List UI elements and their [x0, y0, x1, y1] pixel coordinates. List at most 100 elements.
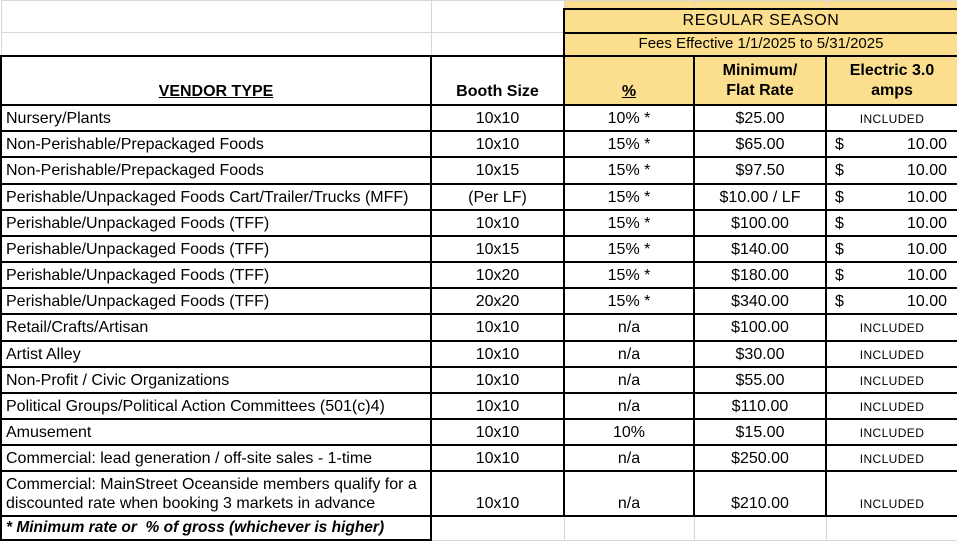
rate-cell: $140.00	[693, 234, 827, 264]
electric-cell: INCLUDED	[825, 418, 957, 447]
vendor-cell: Commercial: lead generation / off-site s…	[0, 444, 432, 473]
booth-size-header: Booth Size	[430, 54, 565, 107]
electric-cell: $10.00	[825, 287, 957, 316]
electric-cell: INCLUDED	[825, 444, 957, 473]
electric-cell: $10.00	[825, 261, 957, 290]
accounting-value: $10.00	[828, 266, 956, 285]
empty-cell	[826, 515, 957, 541]
vendor-type-header: VENDOR TYPE	[0, 54, 432, 107]
table-row: Nursery/Plants 10x10 10% * $25.00 INCLUDED	[0, 104, 957, 133]
table-row: Non-Perishable/Prepackaged Foods 10x15 15%…	[0, 156, 957, 185]
percent-cell: n/a	[563, 365, 695, 394]
footnote: * Minimum rate or % of gross (whichever …	[0, 515, 432, 541]
table-row: Amusement 10x10 10% $15.00 INCLUDED	[0, 418, 957, 447]
booth-size-header-label: Booth Size	[456, 82, 539, 100]
rate-cell: $15.00	[693, 418, 827, 447]
electric-cell: INCLUDED	[825, 365, 957, 394]
rate-cell: $110.00	[693, 391, 827, 421]
booth-size-cell: 10x10	[430, 418, 565, 447]
footnote-row: * Minimum rate or % of gross (whichever …	[0, 515, 957, 541]
vendor-cell: Perishable/Unpackaged Foods Cart/Trailer…	[0, 182, 432, 211]
electric-amount: 10.00	[906, 240, 947, 258]
percent-cell: n/a	[563, 339, 695, 368]
vendor-cell: Political Groups/Political Action Commit…	[0, 391, 432, 421]
percent-cell: n/a	[563, 391, 695, 421]
percent-cell: 10% *	[563, 104, 695, 133]
accounting-value: $10.00	[828, 188, 956, 207]
rate-cell: $100.00	[693, 313, 827, 342]
table-row: Perishable/Unpackaged Foods (TFF) 10x10 15…	[0, 208, 957, 237]
empty-cell	[430, 32, 565, 57]
currency-symbol: $	[835, 267, 844, 285]
vendor-cell: Perishable/Unpackaged Foods (TFF)	[0, 261, 432, 290]
electric-included-label: INCLUDED	[859, 347, 925, 362]
rate-cell: $25.00	[693, 104, 827, 133]
electric-included-label: INCLUDED	[859, 426, 925, 441]
empty-cell	[431, 515, 565, 541]
electric-header: Electric 3.0 amps	[825, 54, 957, 107]
rate-cell: $97.50	[693, 156, 827, 185]
rate-cell: $340.00	[693, 287, 827, 316]
booth-size-cell: 10x10	[430, 130, 565, 159]
electric-included-label: INCLUDED	[859, 496, 925, 511]
table-row: Artist Alley 10x10 n/a $30.00 INCLUDED	[0, 339, 957, 368]
percent-cell: n/a	[563, 444, 695, 473]
booth-size-cell: 10x10	[430, 391, 565, 421]
rate-cell: $30.00	[693, 339, 827, 368]
currency-symbol: $	[835, 188, 844, 206]
accounting-value: $10.00	[828, 240, 956, 259]
accounting-value: $10.00	[828, 214, 956, 233]
table-row: Political Groups/Political Action Commit…	[0, 391, 957, 421]
percent-cell: n/a	[563, 313, 695, 342]
vendor-cell: Nursery/Plants	[0, 104, 432, 133]
season-banner-row: REGULAR SEASON	[0, 7, 957, 34]
vendor-cell: Artist Alley	[0, 339, 432, 368]
electric-cell: $10.00	[825, 182, 957, 211]
vendor-cell: Non-Perishable/Prepackaged Foods	[0, 156, 432, 185]
electric-cell: $10.00	[825, 208, 957, 237]
electric-included-label: INCLUDED	[859, 373, 925, 388]
electric-cell: $10.00	[825, 130, 957, 159]
electric-amount: 10.00	[906, 162, 947, 180]
electric-amount: 10.00	[906, 267, 947, 285]
table-row: Retail/Crafts/Artisan 10x10 n/a $100.00 INCL…	[0, 313, 957, 342]
currency-symbol: $	[835, 240, 844, 258]
empty-cell	[430, 8, 565, 34]
booth-size-cell: 10x15	[430, 234, 565, 264]
vendor-cell: Amusement	[0, 418, 432, 447]
percent-cell: 15% *	[563, 156, 695, 185]
currency-symbol: $	[835, 293, 844, 311]
rate-cell: $10.00 / LF	[693, 182, 827, 211]
booth-size-cell: 10x10	[430, 104, 565, 133]
empty-cell	[0, 32, 432, 57]
percent-cell: 15% *	[563, 234, 695, 264]
booth-size-cell: (Per LF)	[430, 182, 565, 211]
rate-cell: $55.00	[693, 365, 827, 394]
empty-cell	[0, 8, 432, 34]
booth-size-cell: 10x15	[430, 156, 565, 185]
electric-included-label: INCLUDED	[859, 112, 925, 127]
booth-size-cell: 20x20	[430, 287, 565, 316]
empty-highlight-cell	[563, 0, 695, 9]
electric-amount: 10.00	[906, 188, 947, 206]
percent-header: %	[563, 54, 695, 107]
vendor-cell: Perishable/Unpackaged Foods (TFF)	[0, 287, 432, 316]
percent-cell: 10%	[563, 418, 695, 447]
percent-cell: 15% *	[563, 208, 695, 237]
electric-amount: 10.00	[906, 293, 947, 311]
season-title: REGULAR SEASON	[563, 7, 957, 34]
accounting-value: $10.00	[828, 161, 956, 180]
vendor-cell: Non-Profit / Civic Organizations	[0, 365, 432, 394]
percent-cell: 15% *	[563, 182, 695, 211]
top-sliver-row	[0, 0, 957, 9]
booth-size-cell: 10x20	[430, 261, 565, 290]
rate-cell: $250.00	[693, 444, 827, 473]
percent-cell: 15% *	[563, 287, 695, 316]
table-row: Commercial: MainStreet Oceanside members…	[0, 470, 957, 517]
table-row: Non-Profit / Civic Organizations 10x10 n/a…	[0, 365, 957, 394]
percent-cell: n/a	[563, 470, 695, 517]
percent-cell: 15% *	[563, 261, 695, 290]
column-header-row: VENDOR TYPE Booth Size % Minimum/ Flat R…	[0, 54, 957, 107]
empty-highlight-cell	[693, 0, 827, 9]
fees-effective-label: Fees Effective 1/1/2025 to 5/31/2025	[563, 31, 957, 57]
